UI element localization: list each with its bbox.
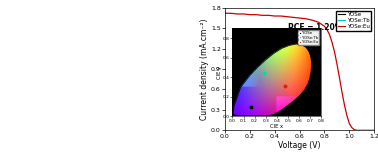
YOSe:Eu bbox=[372, 129, 376, 131]
YOSe:Eu bbox=[339, 91, 344, 92]
YOSe:Eu bbox=[335, 63, 339, 65]
YOSe:Eu bbox=[229, 12, 233, 14]
YOSe:Eu bbox=[241, 13, 246, 15]
X-axis label: CIE x: CIE x bbox=[270, 124, 284, 129]
YOSe:Eu bbox=[273, 15, 277, 17]
YOSe:Eu bbox=[235, 13, 240, 15]
YOSe:Eu bbox=[316, 21, 321, 23]
YOSe:Eu bbox=[362, 129, 367, 131]
YOSe:Eu bbox=[369, 129, 374, 131]
YOSe:Eu bbox=[350, 127, 354, 129]
YOSe:Eu bbox=[330, 41, 334, 43]
YOSe:Eu bbox=[345, 114, 349, 116]
Legend: YOSe, YOSe:Tb, YOSe:Eu: YOSe, YOSe:Tb, YOSe:Eu bbox=[297, 30, 319, 45]
YOSe:Eu bbox=[291, 16, 296, 18]
YOSe:Eu bbox=[342, 103, 347, 105]
X-axis label: Voltage (V): Voltage (V) bbox=[278, 141, 321, 150]
YOSe:Eu bbox=[327, 33, 332, 35]
YOSe:Eu bbox=[337, 76, 342, 78]
YOSe:Eu bbox=[352, 129, 356, 131]
YOSe:Eu bbox=[325, 29, 329, 31]
YOSe:Eu bbox=[223, 12, 227, 14]
Y-axis label: Current density (mA.cm⁻²): Current density (mA.cm⁻²) bbox=[200, 18, 209, 120]
YOSe:Eu bbox=[248, 14, 252, 16]
YOSe:Eu bbox=[322, 25, 327, 27]
YOSe:Eu bbox=[254, 14, 258, 16]
YOSe:Eu bbox=[304, 18, 308, 20]
YOSe:Eu bbox=[357, 129, 361, 131]
YOSe:Eu bbox=[347, 123, 352, 125]
YOSe:Eu bbox=[260, 14, 265, 16]
YOSe:Eu bbox=[355, 129, 359, 131]
Legend: YOSe, YOSe:Tb, YOSe:Eu: YOSe, YOSe:Tb, YOSe:Eu bbox=[336, 11, 372, 31]
Y-axis label: CIE y: CIE y bbox=[217, 66, 222, 79]
YOSe:Eu bbox=[285, 16, 290, 18]
YOSe:Eu bbox=[266, 14, 271, 16]
Line: YOSe:Eu: YOSe:Eu bbox=[225, 13, 374, 130]
YOSe:Eu bbox=[359, 129, 364, 131]
YOSe:Eu bbox=[310, 19, 314, 21]
Text: PCE = 1.20%: PCE = 1.20% bbox=[288, 23, 342, 32]
YOSe:Eu bbox=[279, 15, 283, 17]
YOSe:Eu bbox=[366, 129, 370, 131]
YOSe:Eu bbox=[297, 17, 302, 19]
YOSe:Eu bbox=[332, 50, 337, 52]
